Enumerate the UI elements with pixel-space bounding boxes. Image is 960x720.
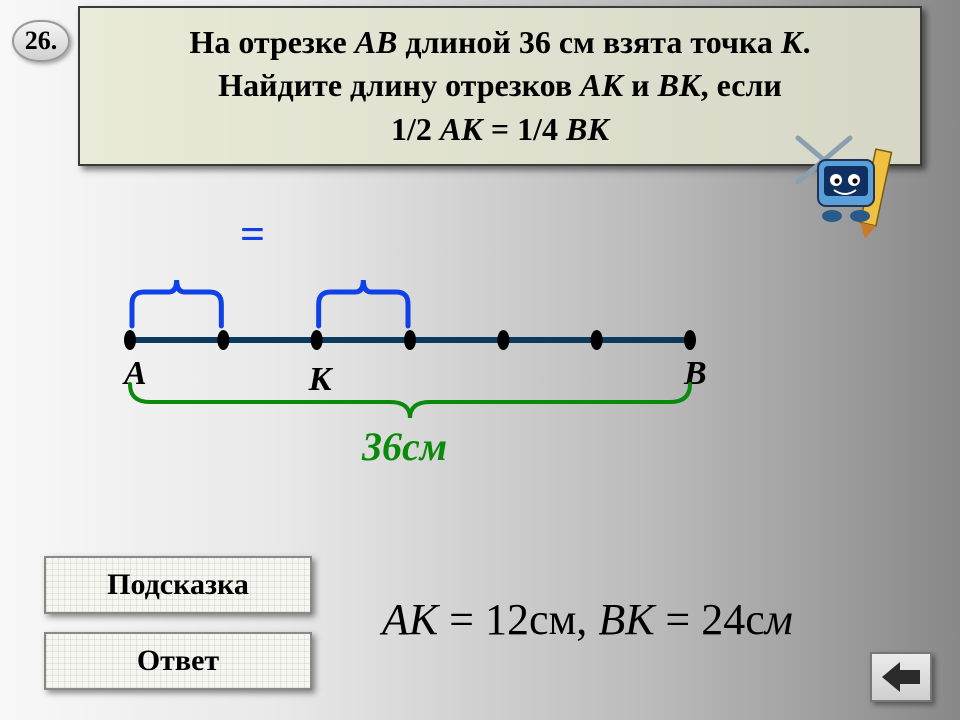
hint-button-label: Подсказка bbox=[107, 568, 249, 602]
slide-number: 26. bbox=[25, 26, 58, 56]
problem-line-1: На отрезке АВ длиной 36 см взята точка К… bbox=[189, 21, 810, 64]
eq: = bbox=[654, 595, 701, 644]
svg-text:А: А bbox=[122, 355, 147, 392]
var-bk: ВК bbox=[598, 595, 654, 644]
svg-text:В: В bbox=[683, 355, 707, 392]
var-ak: АК bbox=[382, 595, 438, 644]
back-arrow-icon bbox=[882, 662, 920, 692]
val: 24 bbox=[701, 595, 745, 644]
svg-text:=: = bbox=[240, 225, 265, 259]
slide-number-badge: 26. bbox=[12, 20, 70, 62]
eq: = bbox=[438, 595, 485, 644]
var-ab: АВ bbox=[355, 24, 398, 60]
svg-text:К: К bbox=[308, 361, 334, 398]
txt: = 1/4 bbox=[483, 111, 566, 147]
var-bk: ВК bbox=[658, 67, 701, 103]
var-ak: АК bbox=[440, 111, 483, 147]
txt: На отрезке bbox=[189, 24, 354, 60]
problem-line-2: Найдите длину отрезков АК и ВК, если bbox=[218, 64, 782, 107]
txt: и bbox=[623, 67, 657, 103]
txt: длиной 36 см взята точка bbox=[397, 24, 780, 60]
segment-diagram: А К В = 36см bbox=[120, 225, 720, 505]
answer-button-label: Ответ bbox=[137, 644, 219, 678]
answer-text: АК = 12см, ВК = 24см bbox=[382, 594, 793, 645]
problem-line-3: 1/2 АК = 1/4 ВК bbox=[391, 108, 609, 151]
unit-m: м bbox=[765, 595, 793, 644]
var-ak: АК bbox=[580, 67, 623, 103]
var-k: К bbox=[781, 24, 803, 60]
txt: 1/2 bbox=[391, 111, 440, 147]
hint-button[interactable]: Подсказка bbox=[44, 556, 312, 614]
back-button[interactable] bbox=[870, 652, 932, 702]
unit: с bbox=[745, 595, 765, 644]
txt: . bbox=[803, 24, 811, 60]
var-bk: ВК bbox=[566, 111, 609, 147]
mascot-icon bbox=[790, 130, 910, 240]
val: 12 bbox=[485, 595, 529, 644]
txt: Найдите длину отрезков bbox=[218, 67, 580, 103]
svg-text:36см: 36см bbox=[361, 424, 447, 469]
answer-button[interactable]: Ответ bbox=[44, 632, 312, 690]
unit: см, bbox=[529, 595, 598, 644]
txt: , если bbox=[701, 67, 782, 103]
